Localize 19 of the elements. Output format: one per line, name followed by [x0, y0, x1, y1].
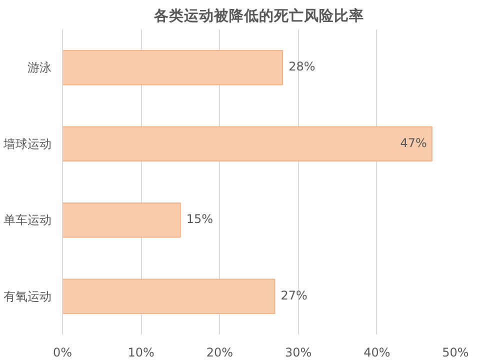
x-tick-label: 50% — [442, 346, 469, 360]
x-tick-label: 10% — [128, 346, 154, 360]
bar — [62, 50, 284, 86]
bar — [62, 278, 276, 314]
data-label: 27% — [280, 288, 308, 302]
data-label: 28% — [288, 60, 316, 74]
y-tick-label: 有氧运动 — [4, 289, 52, 304]
y-tick-label: 墙球运动 — [2, 136, 52, 151]
x-tick-label: 0% — [52, 346, 72, 360]
data-label: 15% — [186, 212, 214, 226]
data-label: 47% — [400, 136, 427, 150]
bar — [62, 126, 432, 162]
x-tick-label: 20% — [206, 346, 234, 360]
x-tick-label: 40% — [364, 346, 390, 360]
chart-title: 各类运动被降低的死亡风险比率 — [153, 6, 364, 24]
bar — [62, 202, 181, 238]
y-tick-label: 游泳 — [28, 60, 52, 75]
x-tick-label: 30% — [284, 346, 312, 360]
y-tick-label: 单车运动 — [4, 213, 52, 228]
